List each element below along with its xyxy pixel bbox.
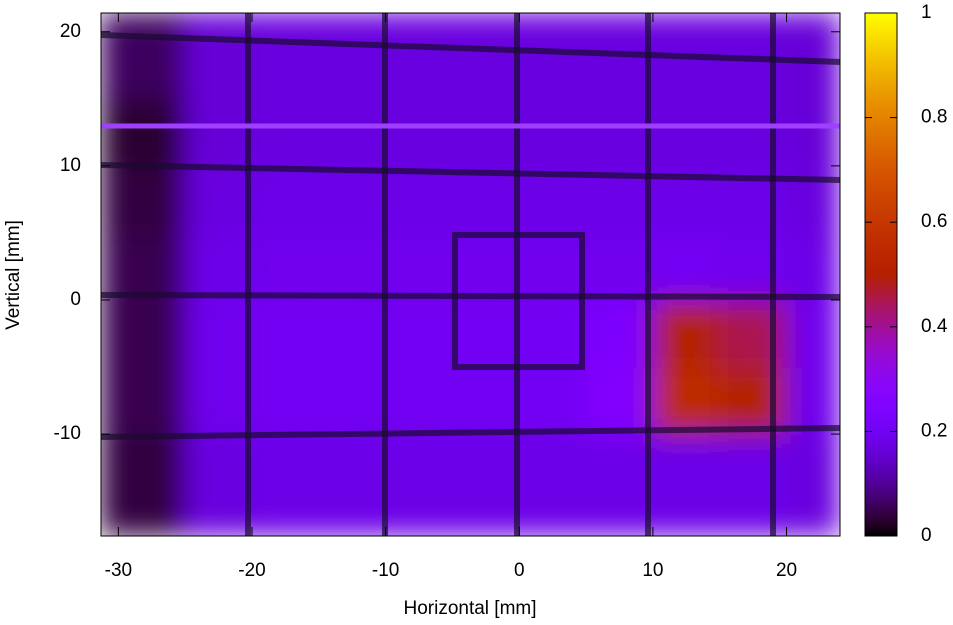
heatmap-cell: [518, 433, 587, 536]
heatmap-cell: [451, 299, 520, 368]
heatmap-cell: [719, 366, 788, 435]
heatmap-cell: [451, 13, 520, 100]
heatmap-cell: [251, 299, 320, 368]
heatmap-cell: [385, 13, 453, 100]
x-tick-label: -10: [372, 560, 399, 581]
heatmap-cell: [451, 165, 520, 234]
heatmap-cell: [585, 299, 654, 368]
heatmap-cell: [184, 299, 253, 368]
heatmap-cell: [101, 232, 186, 301]
heatmap-cell: [786, 98, 840, 167]
heatmap-cell: [652, 232, 721, 301]
heatmap-cell: [518, 98, 587, 167]
heatmap-cell: [184, 98, 253, 167]
heatmap-cell: [652, 299, 721, 368]
heatmap-cell: [518, 299, 587, 368]
colorbar-tick-label: 0.6: [921, 211, 947, 232]
heatmap-cell: [786, 299, 840, 368]
heatmap-cell: [585, 366, 654, 435]
heatmap-cell: [451, 366, 520, 435]
heatmap-cell: [184, 13, 253, 100]
heatmap-cell: [585, 433, 654, 536]
colorbar-tick-label: 0.2: [921, 420, 947, 441]
heatmap-cell: [518, 366, 587, 435]
target-grid: [101, 13, 840, 536]
heatmap-cell: [184, 433, 253, 536]
heatmap-cell: [385, 232, 453, 301]
x-tick-label: 0: [514, 560, 525, 581]
heatmap-cell: [719, 98, 788, 167]
heatmap-cell: [318, 165, 387, 234]
heatmap-cell: [318, 366, 387, 435]
heatmap-cell: [518, 13, 587, 100]
heatmap-cell: [251, 232, 320, 301]
heatmap-cell: [719, 433, 788, 536]
heatmap-cell: [385, 433, 453, 536]
heatmap-cell: [251, 366, 320, 435]
heatmap-cell: [318, 98, 387, 167]
heatmap-cell: [518, 232, 587, 301]
heatmap-cell: [652, 98, 721, 167]
heatmap-cell: [251, 433, 320, 536]
y-axis-label: Vertical [mm]: [3, 220, 24, 330]
heatmap-cell: [786, 13, 840, 100]
heatmap-cell: [385, 366, 453, 435]
heatmap-cell: [101, 13, 186, 100]
x-tick-label: -30: [105, 560, 132, 581]
plot-frame: [100, 12, 841, 537]
heatmap-cell: [251, 98, 320, 167]
colorbar: [864, 12, 898, 537]
heatmap-cell: [451, 433, 520, 536]
heatmap-cell: [184, 232, 253, 301]
heatmap-cell: [318, 433, 387, 536]
heatmap-cell: [652, 433, 721, 536]
heatmap-cell: [786, 165, 840, 234]
heatmap-cell: [318, 232, 387, 301]
heatmap-cell: [101, 366, 186, 435]
heatmap-cell: [652, 366, 721, 435]
heatmap-cell: [585, 232, 654, 301]
heatmap-cell: [318, 13, 387, 100]
heatmap-cell: [101, 433, 186, 536]
heatmap-cell: [101, 98, 186, 167]
heatmap-cell: [786, 366, 840, 435]
heatmap-cell: [585, 98, 654, 167]
y-tick-label: 20: [60, 21, 81, 42]
heatmap-cell: [385, 299, 453, 368]
x-axis-label: Horizontal [mm]: [403, 598, 536, 619]
y-tick-label: -10: [54, 423, 81, 444]
colorbar-tick-label: 0.4: [921, 316, 948, 337]
heatmap-cell: [251, 13, 320, 100]
heatmap-cell: [101, 165, 186, 234]
heatmap-cell: [318, 299, 387, 368]
x-tick-label: 20: [776, 560, 797, 581]
heatmap-cell: [385, 165, 453, 234]
heatmap-cell: [184, 366, 253, 435]
y-tick-label: 10: [60, 155, 81, 176]
colorbar-tick-label: 1: [921, 2, 932, 23]
x-tick-label: -20: [238, 560, 265, 581]
heatmap-cell: [101, 299, 186, 368]
heatmap: [101, 13, 840, 536]
heatmap-cell: [786, 433, 840, 536]
heatmap-cell: [719, 299, 788, 368]
x-tick-label: 10: [642, 560, 663, 581]
colorbar-tick-label: 0.8: [921, 107, 947, 128]
colorbar-tick-label: 0: [921, 525, 932, 546]
heatmap-cell: [451, 98, 520, 167]
heatmap-cell: [251, 165, 320, 234]
heatmap-cell: [451, 232, 520, 301]
heatmap-cell: [719, 232, 788, 301]
y-tick-label: 0: [70, 289, 81, 310]
heatmap-cell: [385, 98, 453, 167]
heatmap-cell: [184, 165, 253, 234]
heatmap-cell: [786, 232, 840, 301]
